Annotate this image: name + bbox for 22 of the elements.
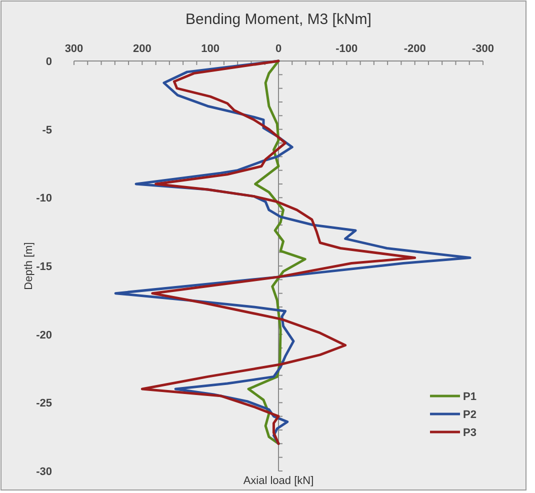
legend-label: P1 xyxy=(463,391,476,403)
chart-title: Bending Moment, M3 [kNm] xyxy=(186,11,372,28)
x-tick-label: -300 xyxy=(472,43,494,55)
x-tick-label: 100 xyxy=(201,43,220,55)
x-tick-label: -100 xyxy=(336,43,358,55)
x-tick-label: 0 xyxy=(275,43,282,55)
y-tick-label: -15 xyxy=(36,261,52,273)
y-tick-label: -25 xyxy=(36,398,52,410)
y-axis-title: Depth [m] xyxy=(23,242,35,290)
y-tick-label: -5 xyxy=(42,124,52,136)
y-tick-label: 0 xyxy=(46,56,52,68)
y-tick-label: -20 xyxy=(36,329,52,342)
x-tick-label: 300 xyxy=(64,43,84,55)
y-tick-label: -30 xyxy=(36,466,52,478)
legend-label: P3 xyxy=(463,427,476,439)
y-tick-label: -10 xyxy=(36,192,52,205)
x-tick-label: -200 xyxy=(404,43,426,55)
line-series xyxy=(247,60,306,445)
x-tick-label: 200 xyxy=(132,43,152,55)
legend-label: P2 xyxy=(463,409,476,421)
line-series xyxy=(140,60,416,445)
x-axis-title: Axial load [kN] xyxy=(243,475,314,487)
